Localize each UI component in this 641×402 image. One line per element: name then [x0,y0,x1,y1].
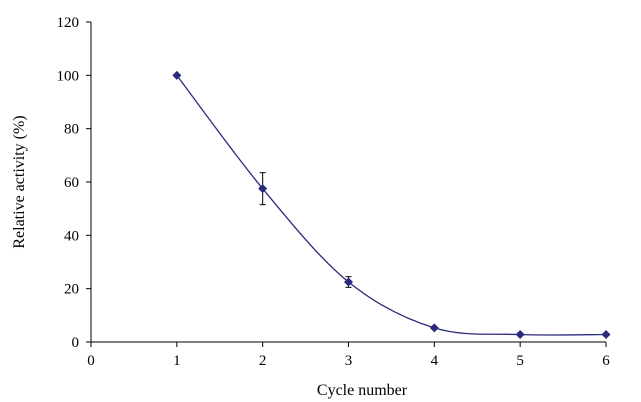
data-point [344,277,353,287]
y-tick-label: 40 [64,228,79,244]
data-points [172,70,611,340]
data-point [258,184,268,194]
data-point [172,70,182,80]
x-tick-label: 3 [345,353,353,369]
y-tick-label: 0 [72,335,80,351]
x-ticks: 0 1 2 3 4 5 6 [87,342,610,369]
x-tick-label: 0 [87,353,95,369]
x-axis-title: Cycle number [317,382,408,399]
series-0-curve [176,74,607,336]
data-point [515,330,525,340]
y-tick-label: 100 [57,68,80,84]
data-point [429,323,439,333]
x-tick-label: 5 [516,353,524,369]
trend-curves [176,74,607,336]
data-point [601,330,611,340]
x-tick-label: 2 [259,353,267,369]
y-axis-title: Relative activity (%) [11,115,28,248]
y-tick-label: 80 [64,122,79,138]
y-tick-label: 60 [64,175,79,191]
axes [90,22,606,343]
y-ticks: 0 20 40 60 80 100 120 [57,15,91,351]
error-bars [259,172,352,288]
x-tick-label: 4 [431,353,439,369]
y-tick-label: 120 [57,15,80,31]
y-tick-label: 20 [64,282,79,298]
x-tick-label: 6 [602,353,610,369]
x-tick-label: 1 [173,353,181,369]
